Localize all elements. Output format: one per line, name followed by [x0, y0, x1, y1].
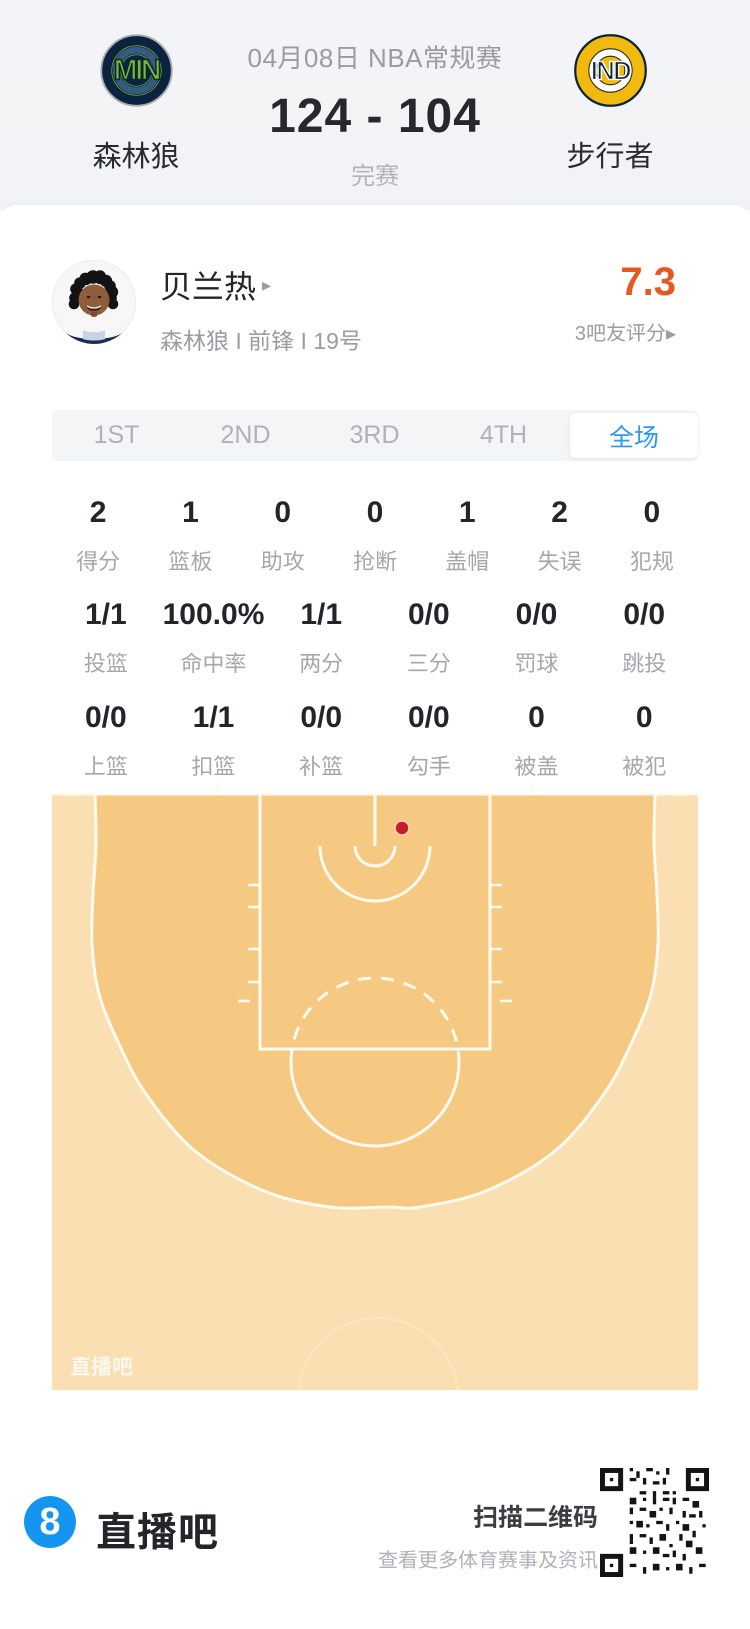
svg-text:IND: IND	[590, 58, 631, 86]
svg-text:MIN: MIN	[113, 55, 159, 87]
svg-text:直播吧: 直播吧	[70, 1351, 133, 1381]
